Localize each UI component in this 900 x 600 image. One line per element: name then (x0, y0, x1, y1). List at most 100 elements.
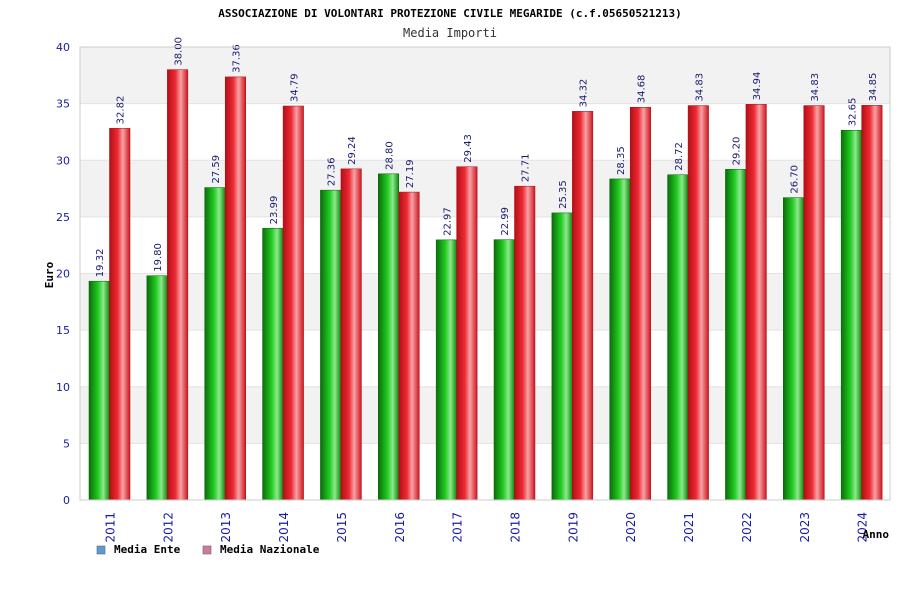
y-tick-label: 15 (56, 324, 70, 337)
x-tick-label: 2015 (335, 512, 349, 543)
chart-subtitle: Media Importi (403, 26, 497, 40)
value-label: 28.35 (616, 146, 627, 175)
value-label: 22.99 (500, 207, 511, 236)
x-axis-label: Anno (863, 528, 890, 541)
y-tick-label: 35 (56, 98, 70, 111)
value-label: 27.36 (327, 158, 338, 187)
value-labels: 19.32 32.82 19.80 38.00 27.59 37.36 23.99 34.79… (95, 37, 879, 277)
bar-media-nazionale-2022 (745, 104, 767, 501)
bar-media-nazionale-2016 (398, 191, 420, 501)
bar-media-nazionale-2024 (861, 105, 883, 501)
bar-media-ente-2022 (725, 169, 747, 501)
legend-swatch-media-nazionale (202, 545, 212, 555)
value-label: 19.32 (95, 249, 106, 278)
value-label: 34.85 (868, 73, 879, 102)
legend-label-media-nazionale: Media Nazionale (220, 543, 320, 556)
bar-media-ente-2019 (551, 212, 573, 501)
bar-media-nazionale-2020 (629, 106, 651, 501)
bar-media-nazionale-2015 (340, 168, 362, 501)
value-label: 38.00 (174, 37, 185, 66)
bar-media-ente-2016 (378, 173, 400, 501)
x-tick-label: 2020 (624, 512, 638, 543)
y-tick-label: 10 (56, 381, 70, 394)
bar-media-nazionale-2018 (514, 185, 536, 501)
x-tick-label: 2022 (740, 512, 754, 543)
y-axis-label: Euro (43, 261, 56, 288)
bar-media-nazionale-2011 (109, 128, 131, 501)
plot-frame (79, 46, 891, 501)
value-label: 19.80 (153, 243, 164, 272)
value-label: 23.99 (269, 196, 280, 225)
value-label: 27.71 (521, 154, 532, 183)
x-tick-label: 2023 (798, 512, 812, 543)
bar-media-ente-2024 (840, 129, 862, 501)
plot-band (80, 273, 890, 331)
bar-media-nazionale-2019 (572, 111, 594, 501)
value-label: 37.36 (231, 44, 242, 73)
chart-title: ASSOCIAZIONE DI VOLONTARI PROTEZIONE CIV… (218, 7, 682, 20)
value-label: 32.65 (847, 98, 858, 127)
value-label: 34.79 (289, 73, 300, 102)
x-tick-label: 2019 (566, 512, 580, 543)
bar-media-ente-2011 (88, 280, 110, 501)
legend-swatch-media-ente (96, 545, 106, 555)
value-label: 26.70 (790, 165, 801, 194)
bar-media-ente-2013 (204, 187, 226, 501)
plot-band (80, 47, 890, 104)
x-tick-label: 2014 (277, 512, 291, 543)
y-tick-label: 0 (63, 494, 70, 507)
value-label: 32.82 (116, 96, 127, 125)
bar-media-nazionale-2013 (224, 76, 246, 501)
bars (88, 69, 883, 501)
x-tick-label: 2024 (856, 512, 870, 543)
y-tick-label: 20 (56, 268, 70, 281)
value-label: 29.24 (347, 136, 358, 165)
plot-band (80, 103, 890, 161)
bar-media-nazionale-2017 (456, 166, 478, 501)
value-label: 34.32 (579, 79, 590, 108)
value-label: 34.83 (694, 73, 705, 102)
plot-band (80, 330, 890, 387)
legend-label-media-ente: Media Ente (114, 543, 181, 556)
plot-band (80, 386, 890, 444)
value-label: 22.97 (442, 207, 453, 236)
y-tick-label: 5 (63, 437, 70, 450)
y-tick-label: 40 (56, 41, 70, 54)
plot-band (80, 216, 890, 274)
x-tick-label: 2021 (682, 512, 696, 543)
x-tick-label: 2016 (393, 512, 407, 543)
plot-band (80, 160, 890, 217)
legend: Media Ente Media Nazionale (96, 543, 320, 556)
y-tick-label: 25 (56, 211, 70, 224)
x-tick-label: 2012 (161, 512, 175, 543)
bar-media-nazionale-2021 (687, 105, 709, 501)
value-label: 27.19 (405, 159, 416, 188)
x-tick-label: 2011 (104, 512, 118, 543)
value-label: 29.43 (463, 134, 474, 163)
bar-media-ente-2012 (146, 275, 168, 501)
value-label: 28.72 (674, 142, 685, 171)
value-label: 25.35 (558, 180, 569, 209)
value-label: 34.68 (636, 75, 647, 104)
bar-media-nazionale-2014 (282, 105, 304, 501)
bar-media-ente-2020 (609, 178, 631, 501)
bar-media-ente-2023 (783, 197, 805, 501)
value-label: 27.59 (211, 155, 222, 184)
bar-media-ente-2015 (320, 189, 342, 501)
bar-media-ente-2018 (493, 239, 515, 501)
x-tick-label: 2017 (451, 512, 465, 543)
value-label: 34.94 (752, 72, 763, 101)
bar-media-ente-2021 (667, 174, 689, 501)
y-axis-ticks: 0 5 10 15 20 25 30 35 40 (56, 41, 70, 507)
y-tick-label: 30 (56, 154, 70, 167)
plot-band (80, 443, 890, 500)
x-tick-label: 2013 (219, 512, 233, 543)
bar-media-ente-2017 (435, 239, 457, 501)
x-axis-ticks: 2011 2012 2013 2014 2015 2016 2017 2018 2019 2020… (104, 512, 870, 543)
bar-media-nazionale-2012 (167, 69, 189, 501)
value-label: 34.83 (810, 73, 821, 102)
value-label: 29.20 (732, 137, 743, 166)
value-label: 28.80 (385, 141, 396, 170)
bar-media-nazionale-2023 (803, 105, 825, 501)
